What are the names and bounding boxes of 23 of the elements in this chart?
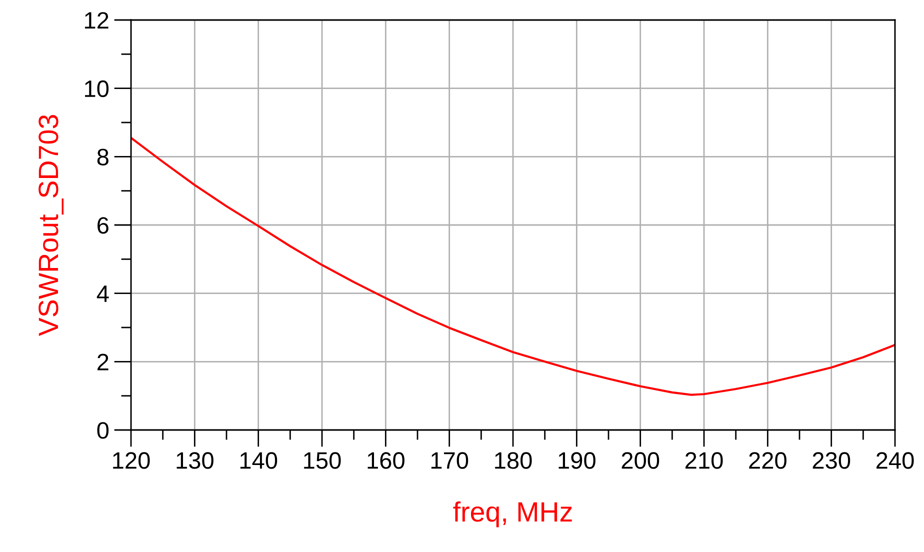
y-tick-label: 4	[96, 286, 109, 302]
x-tick-label: 220	[749, 452, 786, 469]
x-axis-title: freq, MHz	[453, 501, 572, 528]
x-tick-label: 170	[431, 452, 468, 469]
x-tick-label: 120	[113, 452, 150, 469]
x-tick-label: 200	[622, 452, 660, 469]
y-tick-label: 0	[97, 422, 109, 439]
x-tick-label: 180	[495, 452, 532, 469]
line-series	[131, 136, 895, 396]
x-tick-label: 190	[558, 452, 596, 469]
x-tick-label: 160	[368, 452, 404, 469]
y-tick-label: 6	[98, 217, 108, 234]
x-tick-label: 230	[812, 452, 850, 469]
x-tick-label: 150	[304, 452, 341, 469]
x-tick-label: 210	[685, 452, 723, 469]
y-tick-label: 12	[85, 12, 108, 29]
y-tick-label: 10	[85, 80, 109, 98]
x-tick-label: 130	[176, 452, 214, 469]
x-tick-label: 240	[876, 452, 914, 469]
x-tick-label: 140	[240, 452, 278, 469]
y-tick-label: 2	[98, 354, 108, 370]
y-tick-label: 8	[97, 148, 108, 166]
y-axis-title: VSWRout_SD703	[38, 115, 64, 336]
